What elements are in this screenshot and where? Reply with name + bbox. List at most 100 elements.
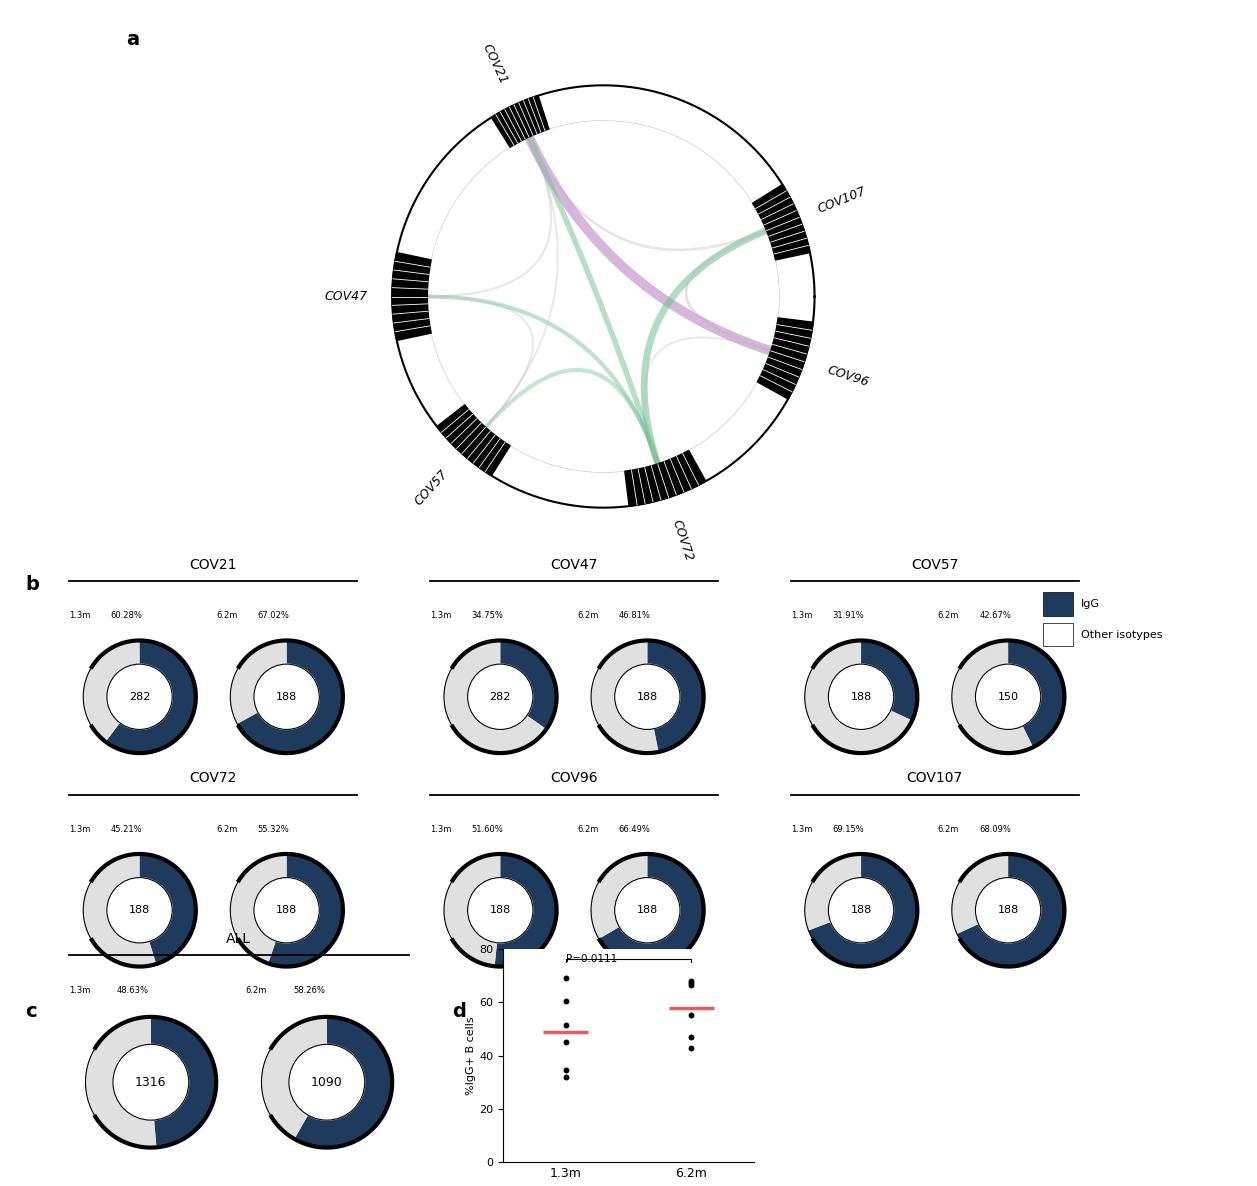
Point [556,1060,576,1079]
Text: 1090: 1090 [310,1076,343,1089]
Text: COV96: COV96 [825,363,870,389]
Circle shape [107,664,172,729]
Polygon shape [757,318,813,398]
Text: a: a [126,30,138,49]
Text: 46.81%: 46.81% [618,612,650,620]
Circle shape [615,664,680,729]
Text: 48.63%: 48.63% [117,986,148,995]
Text: 55.32%: 55.32% [258,825,289,834]
Text: COV47: COV47 [551,557,597,572]
Text: 6.2m: 6.2m [938,612,959,620]
Polygon shape [392,253,431,340]
Point [681,974,701,993]
Polygon shape [753,185,810,260]
Point [556,1015,576,1034]
Text: d: d [453,1002,466,1021]
Text: 66.49%: 66.49% [618,825,650,834]
Wedge shape [294,1016,392,1148]
Circle shape [828,664,894,729]
Text: 1.3m: 1.3m [791,612,812,620]
Circle shape [468,664,533,729]
Wedge shape [957,854,1065,967]
Point [556,968,576,987]
Wedge shape [230,854,287,963]
Text: 1.3m: 1.3m [430,612,451,620]
Wedge shape [444,854,500,967]
Wedge shape [591,854,647,939]
Circle shape [254,878,319,943]
Wedge shape [952,854,1008,933]
Circle shape [828,878,894,943]
Text: 1316: 1316 [134,1076,167,1089]
Text: 31.91%: 31.91% [832,612,864,620]
Wedge shape [151,1016,216,1147]
Text: 188: 188 [490,905,510,916]
Point [681,975,701,994]
Text: 45.21%: 45.21% [111,825,142,834]
Text: 188: 188 [851,905,871,916]
Wedge shape [598,854,704,967]
Text: 188: 188 [637,905,657,916]
Circle shape [615,878,680,943]
Wedge shape [238,640,343,753]
Wedge shape [261,1016,327,1139]
Text: P=0.0111: P=0.0111 [566,954,617,964]
Text: 1.3m: 1.3m [791,825,812,834]
Text: COV21: COV21 [480,42,510,85]
Text: c: c [25,1002,36,1021]
Wedge shape [83,640,140,741]
Wedge shape [495,854,557,967]
Polygon shape [491,96,549,147]
Point [556,1032,576,1051]
Text: COV96: COV96 [551,771,597,785]
Wedge shape [500,640,557,729]
Text: COV47: COV47 [324,291,368,302]
Text: 69.15%: 69.15% [832,825,864,834]
Point [681,1039,701,1058]
Wedge shape [1008,640,1065,747]
Text: 42.67%: 42.67% [979,612,1011,620]
Text: COV72: COV72 [190,771,236,785]
Text: 188: 188 [129,905,150,916]
Text: 51.60%: 51.60% [471,825,503,834]
Point [681,1028,701,1047]
Text: 58.26%: 58.26% [293,986,324,995]
Wedge shape [591,640,659,753]
Text: 6.2m: 6.2m [216,612,238,620]
Text: 188: 188 [851,691,871,702]
Wedge shape [230,640,287,723]
Polygon shape [437,404,510,476]
Wedge shape [647,640,704,752]
Text: 6.2m: 6.2m [577,825,598,834]
Point [556,1067,576,1086]
Y-axis label: %IgG+ B cells: %IgG+ B cells [466,1016,476,1095]
Wedge shape [808,854,918,967]
Text: ALL: ALL [226,932,251,946]
Text: 188: 188 [277,691,297,702]
Wedge shape [804,854,861,931]
Wedge shape [140,854,196,964]
Wedge shape [444,640,547,753]
Text: 282: 282 [128,691,151,702]
Circle shape [113,1045,189,1120]
Text: 1.3m: 1.3m [69,986,91,995]
Text: IgG: IgG [1081,599,1100,608]
Circle shape [289,1045,365,1120]
Text: 6.2m: 6.2m [577,612,598,620]
Text: 34.75%: 34.75% [471,612,503,620]
Text: COV72: COV72 [670,518,695,563]
Circle shape [975,878,1041,943]
Text: 282: 282 [489,691,512,702]
Text: 6.2m: 6.2m [216,825,238,834]
Text: COV57: COV57 [911,557,958,572]
Wedge shape [861,640,918,720]
Text: 67.02%: 67.02% [258,612,289,620]
Text: 188: 188 [277,905,297,916]
Text: 188: 188 [998,905,1018,916]
Text: 150: 150 [998,691,1018,702]
Text: 6.2m: 6.2m [245,986,266,995]
Circle shape [254,664,319,729]
Text: 1.3m: 1.3m [69,612,91,620]
Circle shape [975,664,1041,729]
Wedge shape [85,1016,156,1148]
